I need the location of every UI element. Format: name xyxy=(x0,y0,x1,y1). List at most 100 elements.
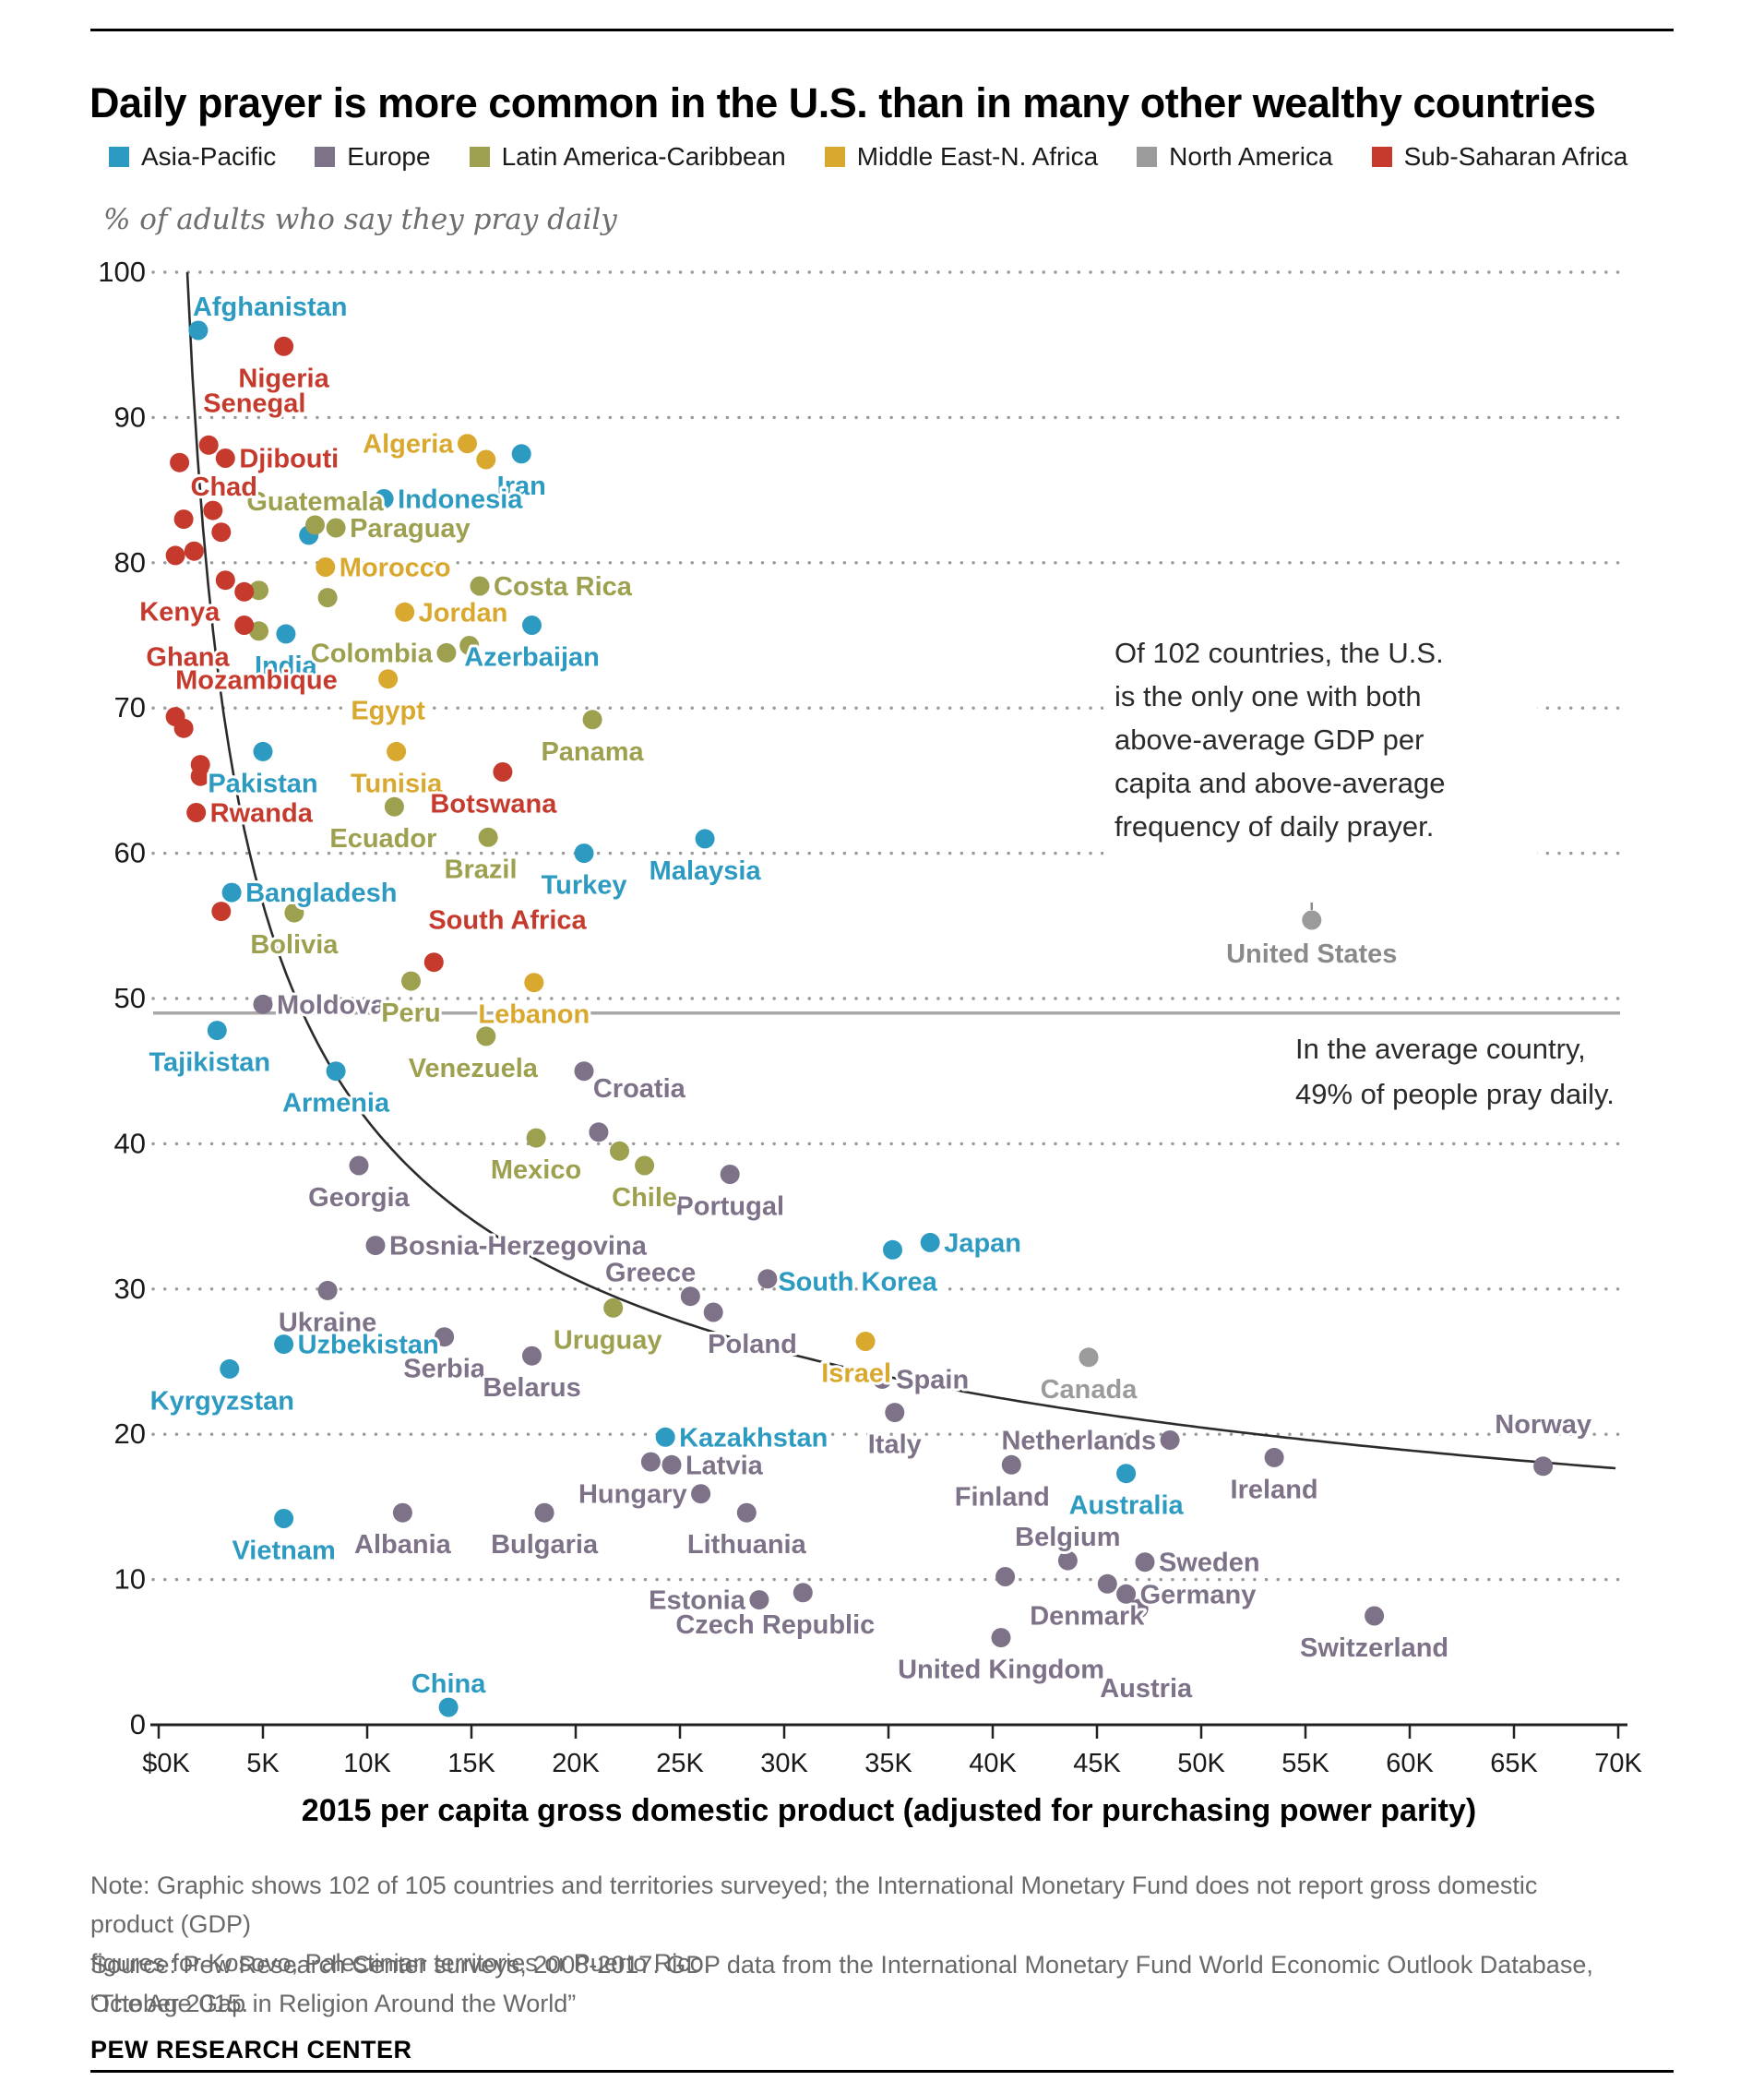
country-label-belarus: Belarus xyxy=(483,1373,580,1403)
point-uzbekistan xyxy=(274,1334,294,1355)
country-label-pakistan: Pakistan xyxy=(208,769,317,798)
country-label-australia: Australia xyxy=(1069,1491,1185,1521)
point-algeria xyxy=(458,434,477,454)
point-egypt xyxy=(378,669,399,689)
point-jordan xyxy=(395,602,415,622)
point-bosnia-herzegovina xyxy=(365,1236,386,1256)
point-belarus xyxy=(522,1346,542,1366)
point-italy xyxy=(885,1403,905,1423)
point-guatemala xyxy=(305,515,325,535)
country-label-serbia: Serbia xyxy=(403,1355,486,1384)
country-label-south-korea: South Korea xyxy=(778,1267,937,1297)
point-hungary xyxy=(691,1484,711,1504)
country-label-mozambique: Mozambique xyxy=(175,666,338,696)
country-label-armenia: Armenia xyxy=(282,1089,390,1118)
point-australia xyxy=(1116,1464,1137,1484)
point-sweden xyxy=(1135,1552,1155,1573)
point-venezuela xyxy=(476,1026,496,1046)
x-tick-label-45k: 45K xyxy=(1073,1749,1121,1778)
footer-note-line1: Note: Graphic shows 102 of 105 countries… xyxy=(90,1872,1538,1938)
y-tick-label-60: 60 xyxy=(114,837,146,869)
country-label-latvia: Latvia xyxy=(685,1451,764,1480)
country-label-uruguay: Uruguay xyxy=(554,1325,662,1355)
legend-item-north-america: North America xyxy=(1137,142,1333,172)
country-label-paraguay: Paraguay xyxy=(350,514,471,544)
point-portugal xyxy=(720,1165,740,1184)
x-tick-label-0k: $0K xyxy=(142,1749,190,1778)
footer-source: Source: Pew Research Center surveys, 200… xyxy=(90,1951,1593,2017)
point-paraguay xyxy=(326,518,346,538)
country-label-india: India xyxy=(255,652,318,681)
point-canada xyxy=(1079,1347,1099,1368)
point-ireland xyxy=(1264,1447,1284,1467)
chart-title: Daily prayer is more common in the U.S. … xyxy=(89,79,1596,127)
country-label-chad: Chad xyxy=(191,472,258,502)
point-botswana xyxy=(493,762,513,782)
point-unlabeled xyxy=(184,541,204,561)
country-label-afghanistan: Afghanistan xyxy=(193,293,348,322)
country-label-guatemala: Guatemala xyxy=(246,487,384,517)
country-label-tajikistan: Tajikistan xyxy=(149,1048,270,1078)
country-label-croatia: Croatia xyxy=(593,1074,686,1104)
point-south-korea xyxy=(883,1239,902,1260)
y-tick-label-50: 50 xyxy=(114,982,146,1014)
point-israel xyxy=(855,1332,876,1351)
country-label-canada: Canada xyxy=(1041,1375,1138,1405)
country-label-kenya: Kenya xyxy=(139,598,220,628)
point-unlabeled xyxy=(165,545,185,566)
country-label-spain: Spain xyxy=(896,1365,969,1394)
point-unlabeled xyxy=(190,766,210,786)
point-armenia xyxy=(326,1061,346,1082)
country-label-czech-republic: Czech Republic xyxy=(675,1610,875,1640)
y-tick-label-0: 0 xyxy=(130,1708,146,1740)
point-greece xyxy=(680,1286,700,1307)
point-switzerland xyxy=(1365,1606,1385,1626)
footer-note: Note: Graphic shows 102 of 105 countries… xyxy=(90,1866,1603,1982)
point-afghanistan xyxy=(188,320,209,341)
point-senegal xyxy=(198,435,219,455)
x-tick-label-30k: 30K xyxy=(760,1749,808,1778)
legend-label: Europe xyxy=(347,142,431,171)
point-brazil xyxy=(478,827,498,847)
point-czech-republic xyxy=(793,1583,813,1603)
point-colombia xyxy=(436,642,457,663)
country-label-nigeria: Nigeria xyxy=(238,364,329,393)
country-label-colombia: Colombia xyxy=(311,639,434,668)
country-label-senegal: Senegal xyxy=(203,389,305,418)
average-note-line: 49% of people pray daily. xyxy=(1295,1078,1615,1110)
country-label-netherlands: Netherlands xyxy=(1001,1426,1156,1455)
point-mexico xyxy=(526,1128,546,1148)
x-tick-label-65k: 65K xyxy=(1490,1749,1538,1778)
point-spain xyxy=(872,1369,892,1389)
country-label-malaysia: Malaysia xyxy=(650,856,762,886)
point-ukraine xyxy=(317,1280,338,1300)
point-nigeria xyxy=(274,336,294,356)
country-label-sweden: Sweden xyxy=(1159,1549,1260,1578)
y-tick-label-30: 30 xyxy=(114,1273,146,1305)
chart-subtitle: % of adults who say they pray daily xyxy=(103,203,617,236)
point-iran xyxy=(511,444,531,464)
country-label-iran: Iran xyxy=(497,472,546,501)
legend-item-asia-pacific: Asia-Pacific xyxy=(109,142,276,172)
point-belgium xyxy=(1057,1550,1078,1571)
point-serbia xyxy=(435,1327,455,1347)
country-label-ukraine: Ukraine xyxy=(279,1308,376,1337)
legend-swatch-icon xyxy=(824,147,845,167)
point-estonia xyxy=(749,1590,769,1610)
country-label-lebanon: Lebanon xyxy=(478,1000,590,1030)
legend-item-middle-east-n-africa: Middle East-N. Africa xyxy=(824,142,1098,172)
point-japan xyxy=(920,1232,940,1252)
point-latvia xyxy=(662,1454,682,1475)
country-label-denmark: Denmark xyxy=(1030,1601,1145,1631)
point-tunisia xyxy=(387,741,407,761)
country-label-panama: Panama xyxy=(541,737,644,767)
country-label-kazakhstan: Kazakhstan xyxy=(679,1423,828,1453)
footer-note-line2: figures for Kosovo, Palestinian territor… xyxy=(90,1949,711,1977)
country-label-djibouti: Djibouti xyxy=(239,444,339,473)
country-label-rwanda: Rwanda xyxy=(210,799,314,829)
country-label-albania: Albania xyxy=(354,1530,452,1560)
x-axis: $0K 5K 10K 15K 20K 25K 30K 35K 40K 45K 50K 55K 60K 65… xyxy=(142,1723,1642,1828)
country-label-vietnam: Vietnam xyxy=(232,1536,335,1565)
point-unlabeled xyxy=(249,621,268,641)
point-panama xyxy=(582,710,602,730)
